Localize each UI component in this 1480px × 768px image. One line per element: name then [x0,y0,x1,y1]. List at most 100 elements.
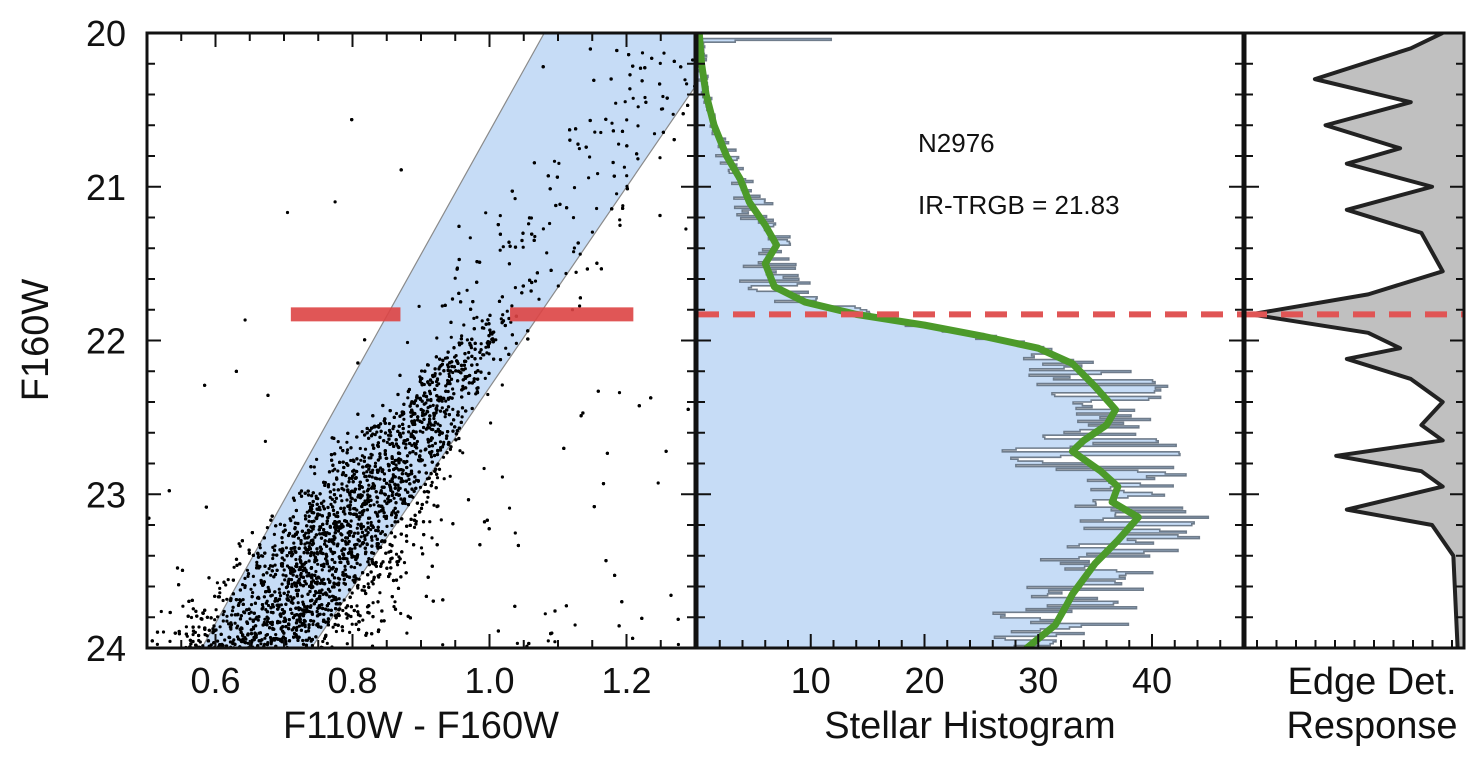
star-point [427,476,431,480]
star-point [266,585,270,590]
star-point [333,200,337,204]
star-point [269,606,273,610]
star-point [454,369,458,373]
star-point [438,357,442,361]
star-point [460,334,464,338]
star-point [383,449,387,453]
star-point [393,458,397,463]
star-point [310,510,314,515]
star-point [231,651,234,654]
star-point [346,613,350,617]
star-point [611,129,616,133]
star-point [194,609,198,613]
star-point [312,465,316,469]
star-point [235,653,238,656]
star-point [419,546,424,550]
star-point [352,468,356,472]
star-point [150,639,154,643]
star-point [628,73,632,77]
star-point [371,561,375,566]
star-point [548,221,552,226]
star-point [392,496,396,500]
star-point [379,619,384,623]
star-point [734,59,737,62]
star-point [426,398,430,402]
star-point [396,586,401,591]
star-point [426,437,430,442]
star-point [404,479,408,483]
star-point [507,316,511,321]
star-point [488,328,492,332]
star-point [451,387,455,391]
star-point [465,288,469,292]
star-point [329,502,333,506]
star-point [399,168,403,172]
star-point [552,159,557,163]
star-point [436,422,440,426]
star-point [526,337,530,341]
star-point [486,345,490,349]
star-point [287,653,290,656]
star-point [160,650,163,653]
star-point [294,628,299,632]
star-point [422,533,426,537]
star-point [234,369,238,373]
star-point [426,440,430,444]
star-point [341,570,345,575]
star-point [226,650,229,653]
star-point [345,604,350,608]
star-point [324,552,328,557]
star-point [256,595,260,599]
star-point [256,652,259,655]
star-point [173,631,177,635]
star-point [379,429,383,433]
star-point [326,652,329,655]
star-point [392,424,396,429]
star-point [392,444,396,448]
star-point [422,425,426,430]
star-point [479,370,483,374]
star-point [205,615,209,619]
star-point [473,357,477,361]
star-point [617,624,621,628]
star-point [487,527,491,531]
star-point [381,403,385,408]
star-point [360,430,364,434]
star-point [435,476,440,480]
star-point [415,446,419,450]
star-point [269,642,273,646]
star-point [372,446,376,450]
star-point [440,406,444,410]
star-point [359,524,363,528]
star-point [436,448,440,453]
star-point [293,549,297,553]
star-point [637,404,641,408]
star-point [484,211,488,215]
star-point [382,511,386,515]
star-point [359,527,363,531]
star-point [321,551,325,556]
star-point [284,642,288,646]
star-point [329,567,334,571]
star-point [309,529,313,533]
star-point [260,638,264,642]
star-point [245,621,250,626]
star-point [447,372,451,376]
star-point [222,609,226,614]
star-point [319,525,323,529]
star-point [446,405,451,409]
star-point [686,103,690,107]
star-point [296,588,300,592]
star-point [207,576,211,580]
star-point [204,653,207,656]
star-point [576,241,580,245]
star-point [275,553,279,557]
star-point [479,348,483,352]
star-point [307,519,311,523]
star-point [420,369,424,373]
star-point [528,278,532,282]
star-point [761,74,764,77]
star-point [414,452,418,456]
star-point [284,546,288,550]
star-point [446,382,450,386]
